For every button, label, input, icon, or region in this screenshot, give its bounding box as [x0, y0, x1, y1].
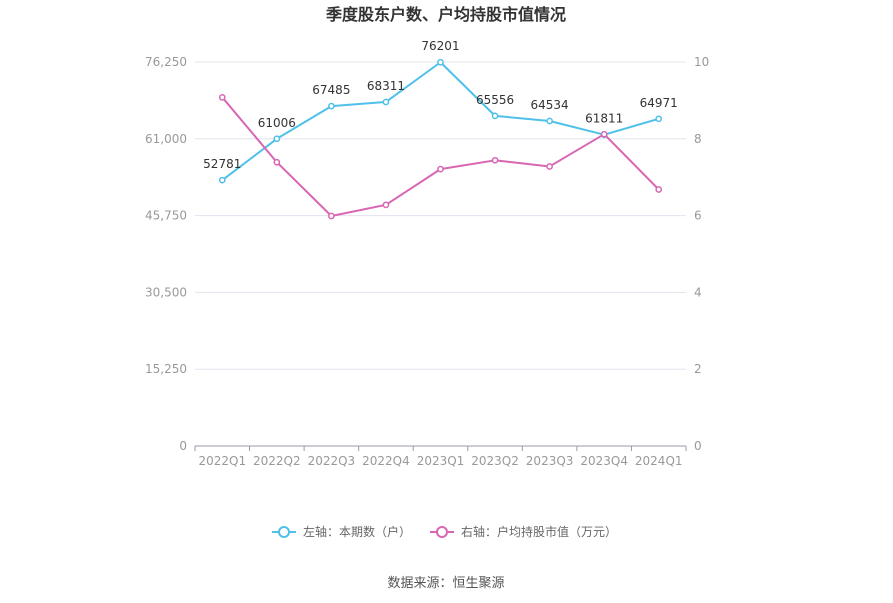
data-label: 68311 — [367, 79, 405, 93]
x-tick-label: 2022Q3 — [308, 454, 356, 468]
x-tick-label: 2022Q1 — [198, 454, 246, 468]
data-point — [218, 93, 226, 101]
data-point — [382, 201, 390, 209]
data-label: 61006 — [258, 116, 296, 130]
data-point — [600, 130, 608, 138]
series-layer: 52781 61006 67485 68311 76201 65556 64534 61811… — [203, 39, 678, 220]
data-point — [328, 212, 335, 220]
data-label: 76201 — [421, 39, 459, 53]
x-axis: 2022Q1 2022Q2 2022Q3 2022Q4 2023Q1 2023Q2 2023… — [194, 445, 687, 468]
x-tick-label: 2024Q1 — [635, 454, 683, 468]
data-label: 67485 — [312, 83, 350, 97]
right-tick-label: 0 — [694, 439, 702, 453]
data-point — [546, 163, 553, 170]
right-tick-label: 4 — [694, 285, 702, 299]
right-tick-label: 6 — [694, 209, 702, 223]
x-tick-label: 2023Q4 — [580, 454, 628, 468]
data-point — [273, 135, 281, 143]
right-tick-label: 2 — [694, 362, 702, 376]
right-axis: 0 2 4 6 8 10 — [694, 55, 709, 453]
legend-label: 右轴：户均持股市值（万元） — [461, 524, 617, 539]
left-tick-label: 30,500 — [145, 285, 187, 299]
left-tick-label: 15,250 — [145, 362, 187, 376]
left-tick-label: 76,250 — [145, 55, 187, 69]
right-tick-label: 10 — [694, 55, 709, 69]
data-point — [491, 112, 499, 120]
data-point — [382, 98, 390, 106]
legend-swatch-marker — [278, 526, 290, 538]
data-point — [437, 58, 444, 66]
data-point — [437, 165, 444, 173]
data-point — [546, 117, 553, 125]
data-label: 52781 — [203, 157, 241, 171]
x-tick-label: 2022Q2 — [253, 454, 301, 468]
legend: 左轴：本期数（户） 右轴：户均持股市值（万元） — [272, 524, 617, 539]
left-tick-label: 61,000 — [145, 132, 187, 146]
data-point — [328, 102, 335, 110]
data-point — [655, 186, 663, 193]
legend-swatch-marker — [436, 526, 448, 538]
data-label: 64971 — [640, 96, 678, 110]
source-note: 数据来源：恒生聚源 — [387, 576, 504, 591]
data-point — [218, 176, 226, 184]
x-tick-label: 2023Q2 — [471, 454, 519, 468]
left-tick-label: 0 — [179, 439, 187, 453]
legend-label: 左轴：本期数（户） — [303, 524, 411, 539]
data-label: 64534 — [531, 98, 569, 112]
left-tick-label: 45,750 — [145, 209, 187, 223]
right-tick-label: 8 — [694, 132, 702, 146]
data-label: 65556 — [476, 93, 514, 107]
data-label: 61811 — [585, 112, 623, 126]
x-tick-label: 2023Q3 — [526, 454, 574, 468]
x-tick-label: 2023Q1 — [417, 454, 465, 468]
chart-title: 季度股东户数、户均持股市值情况 — [325, 5, 566, 24]
data-point — [655, 115, 663, 123]
x-tick-label: 2022Q4 — [362, 454, 410, 468]
left-axis: 0 15,250 30,500 45,750 61,000 76,250 — [145, 55, 187, 453]
data-point — [491, 156, 499, 164]
grid-lines — [195, 61, 686, 370]
data-point — [273, 158, 281, 166]
